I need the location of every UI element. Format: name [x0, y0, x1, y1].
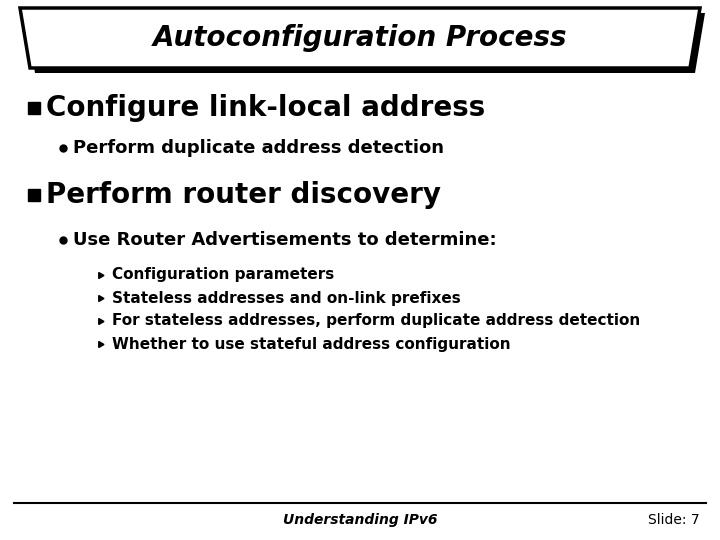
Text: Use Router Advertisements to determine:: Use Router Advertisements to determine: — [73, 231, 497, 249]
Text: Slide: 7: Slide: 7 — [649, 513, 700, 527]
Text: Configuration parameters: Configuration parameters — [112, 267, 334, 282]
Text: Stateless addresses and on-link prefixes: Stateless addresses and on-link prefixes — [112, 291, 461, 306]
Text: Perform duplicate address detection: Perform duplicate address detection — [73, 139, 444, 157]
Text: Autoconfiguration Process: Autoconfiguration Process — [153, 24, 567, 52]
Polygon shape — [25, 13, 705, 73]
Text: Understanding IPv6: Understanding IPv6 — [283, 513, 437, 527]
Polygon shape — [20, 8, 700, 68]
Text: Perform router discovery: Perform router discovery — [46, 181, 441, 209]
Text: Configure link-local address: Configure link-local address — [46, 94, 485, 122]
Text: Whether to use stateful address configuration: Whether to use stateful address configur… — [112, 336, 510, 352]
Bar — [28, 189, 40, 201]
Bar — [28, 102, 40, 114]
Text: For stateless addresses, perform duplicate address detection: For stateless addresses, perform duplica… — [112, 314, 640, 328]
